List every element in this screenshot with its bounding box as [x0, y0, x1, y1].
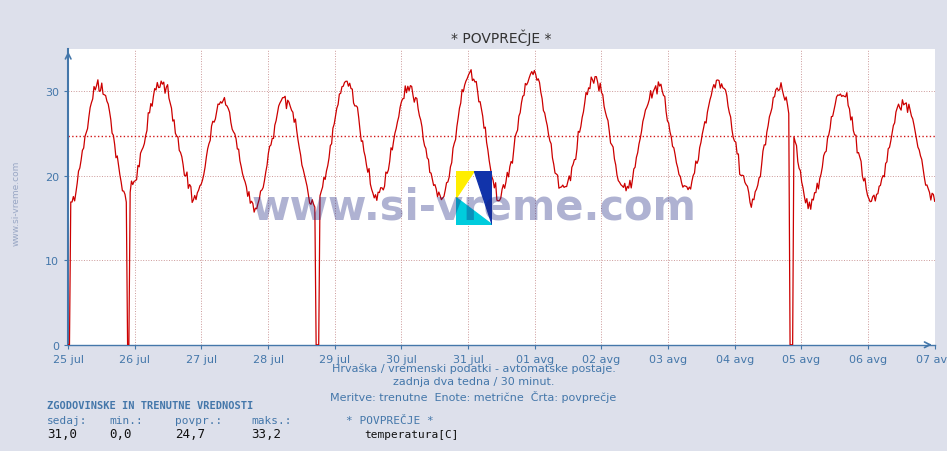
Text: povpr.:: povpr.:	[175, 415, 223, 425]
Text: www.si-vreme.com: www.si-vreme.com	[11, 161, 21, 245]
Text: * POVPREČJE *: * POVPREČJE *	[346, 415, 434, 425]
Text: min.:: min.:	[109, 415, 143, 425]
Text: 33,2: 33,2	[251, 427, 281, 440]
Text: temperatura[C]: temperatura[C]	[365, 428, 459, 438]
Text: ZGODOVINSKE IN TRENUTNE VREDNOSTI: ZGODOVINSKE IN TRENUTNE VREDNOSTI	[47, 400, 254, 410]
Text: 24,7: 24,7	[175, 427, 205, 440]
Text: zadnja dva tedna / 30 minut.: zadnja dva tedna / 30 minut.	[393, 377, 554, 387]
Polygon shape	[456, 198, 492, 226]
Text: www.si-vreme.com: www.si-vreme.com	[251, 187, 696, 228]
Polygon shape	[456, 171, 474, 198]
Text: sedaj:: sedaj:	[47, 415, 88, 425]
Polygon shape	[474, 171, 492, 226]
Text: Hrvaška / vremenski podatki - avtomatske postaje.: Hrvaška / vremenski podatki - avtomatske…	[331, 363, 616, 373]
Text: Meritve: trenutne  Enote: metrične  Črta: povprečje: Meritve: trenutne Enote: metrične Črta: …	[331, 390, 616, 402]
Text: 0,0: 0,0	[109, 427, 132, 440]
Text: maks.:: maks.:	[251, 415, 292, 425]
Title: * POVPREČJE *: * POVPREČJE *	[451, 29, 552, 46]
Text: 31,0: 31,0	[47, 427, 78, 440]
